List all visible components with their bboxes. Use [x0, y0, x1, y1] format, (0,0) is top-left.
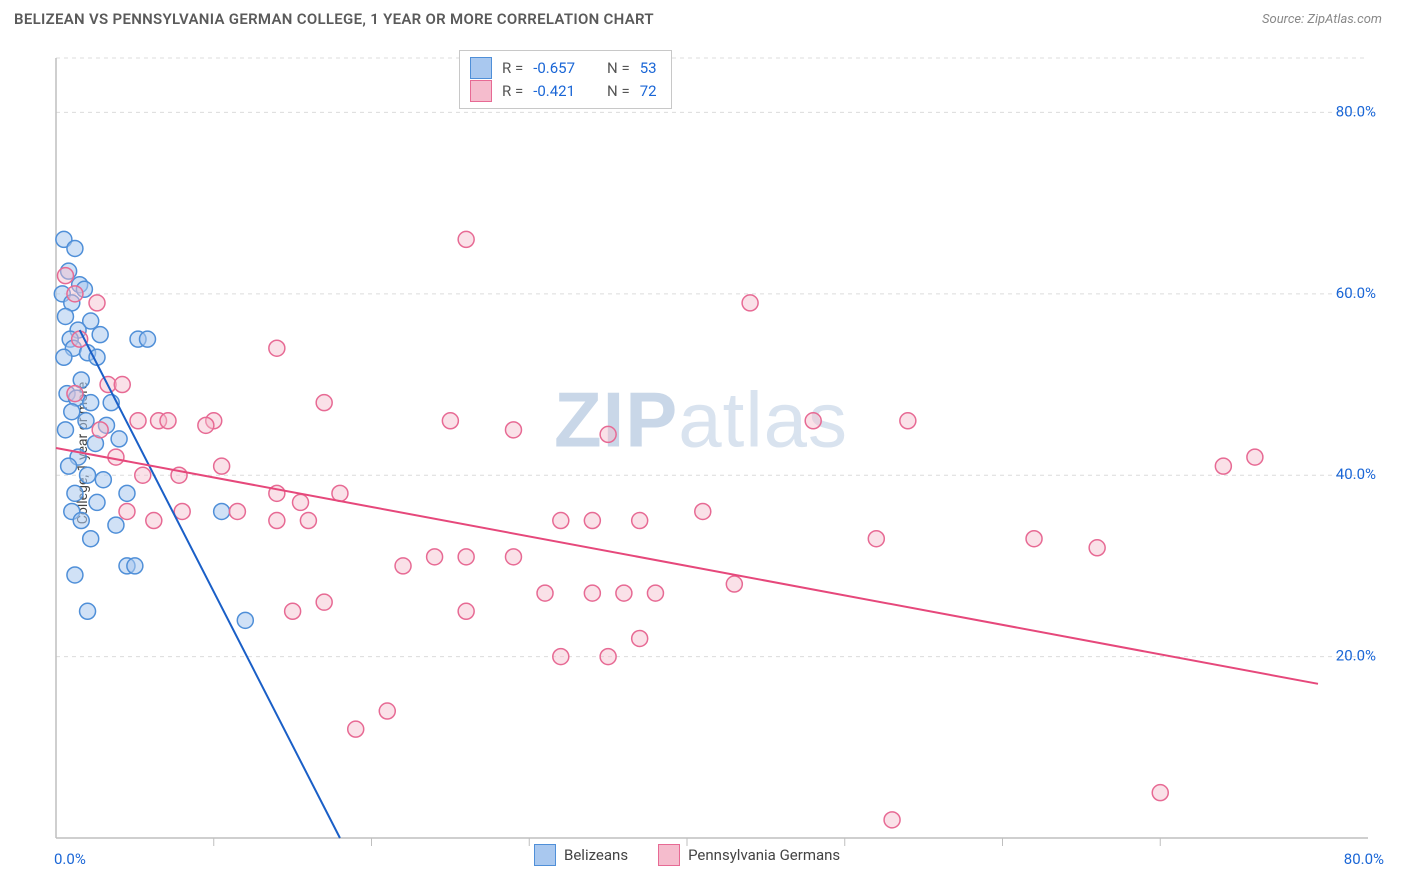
- legend-label: Belizeans: [564, 846, 628, 864]
- svg-text:40.0%: 40.0%: [1336, 465, 1376, 483]
- legend-swatch: [534, 844, 556, 866]
- chart-container: College, 1 year or more ZIPatlas 20.0%40…: [14, 42, 1388, 864]
- legend-item: Belizeans: [534, 844, 628, 866]
- series-swatch: [470, 57, 492, 79]
- r-value: -0.657: [533, 57, 575, 80]
- legend-swatch: [658, 844, 680, 866]
- scatter-plot: 20.0% 40.0% 60.0% 80.0%: [52, 42, 1388, 864]
- r-label: R =: [502, 80, 523, 103]
- svg-text:60.0%: 60.0%: [1336, 284, 1376, 302]
- svg-text:80.0%: 80.0%: [1336, 102, 1376, 120]
- series-legend: Belizeans Pennsylvania Germans: [534, 844, 840, 866]
- source-attribution: Source: ZipAtlas.com: [1262, 12, 1382, 27]
- legend-label: Pennsylvania Germans: [688, 846, 840, 864]
- r-value: -0.421: [533, 80, 575, 103]
- n-label: N =: [607, 80, 630, 103]
- x-axis-max-label: 80.0%: [1344, 850, 1384, 868]
- x-axis-origin-label: 0.0%: [54, 850, 86, 868]
- n-value: 72: [640, 80, 657, 103]
- stats-row: R = -0.421 N = 72: [470, 80, 657, 103]
- series-swatch: [470, 80, 492, 102]
- n-value: 53: [640, 57, 657, 80]
- svg-text:20.0%: 20.0%: [1336, 647, 1376, 665]
- n-label: N =: [607, 57, 630, 80]
- r-label: R =: [502, 57, 523, 80]
- legend-item: Pennsylvania Germans: [658, 844, 840, 866]
- stats-legend: R = -0.657 N = 53 R = -0.421 N = 72: [459, 50, 672, 109]
- chart-title: BELIZEAN VS PENNSYLVANIA GERMAN COLLEGE,…: [14, 10, 654, 28]
- stats-row: R = -0.657 N = 53: [470, 57, 657, 80]
